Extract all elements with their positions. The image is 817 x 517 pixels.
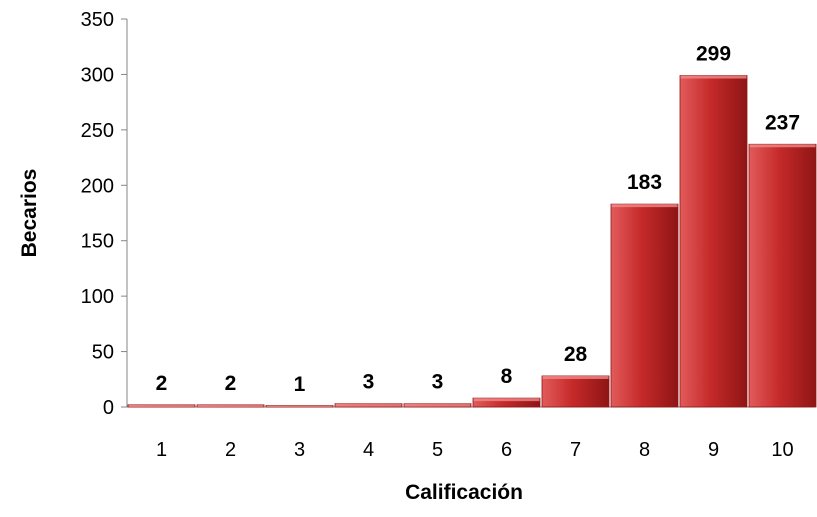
bar-highlight bbox=[611, 204, 678, 208]
y-tick-label: 150 bbox=[81, 231, 114, 253]
bar-body bbox=[679, 75, 748, 408]
y-tick-labels: 0 50 100 150 200 250 300 350 bbox=[81, 9, 114, 419]
bars bbox=[127, 75, 817, 408]
data-label: 237 bbox=[765, 111, 800, 134]
x-tick-label: 4 bbox=[363, 439, 374, 461]
bar-body bbox=[748, 143, 817, 408]
x-tick-labels: 1 2 3 4 5 6 7 8 9 10 bbox=[156, 439, 794, 461]
data-label: 2 bbox=[156, 372, 168, 395]
x-tick-label: 2 bbox=[225, 439, 236, 461]
bar bbox=[127, 404, 196, 408]
y-axis bbox=[121, 18, 128, 408]
x-tick-label: 6 bbox=[501, 439, 512, 461]
bar bbox=[610, 203, 679, 408]
x-tick-label: 9 bbox=[708, 439, 719, 461]
x-tick-label: 1 bbox=[156, 439, 167, 461]
y-tick-label: 200 bbox=[81, 175, 114, 197]
bar bbox=[196, 404, 265, 408]
bar bbox=[541, 375, 610, 408]
bar bbox=[334, 403, 403, 408]
x-tick-label: 8 bbox=[639, 439, 650, 461]
y-tick-label: 350 bbox=[81, 9, 114, 31]
data-label: 28 bbox=[564, 343, 588, 366]
bar-highlight bbox=[335, 403, 402, 407]
x-axis-title: Calificación bbox=[405, 481, 523, 504]
x-tick-label: 5 bbox=[432, 439, 443, 461]
y-axis-title: Becarios bbox=[18, 169, 41, 258]
bar bbox=[679, 75, 748, 408]
bar-highlight bbox=[680, 75, 747, 79]
bar bbox=[472, 397, 541, 408]
data-label: 3 bbox=[363, 371, 375, 394]
y-tick-label: 50 bbox=[92, 342, 114, 364]
bar-highlight bbox=[128, 404, 195, 407]
bar bbox=[403, 403, 472, 408]
data-label: 1 bbox=[294, 373, 306, 396]
y-tick-label: 300 bbox=[81, 64, 114, 86]
y-tick-label: 250 bbox=[81, 120, 114, 142]
bar bbox=[265, 405, 334, 408]
data-label: 183 bbox=[627, 171, 662, 194]
x-tick-label: 10 bbox=[771, 439, 793, 461]
bar-highlight bbox=[542, 375, 609, 379]
data-label: 8 bbox=[501, 365, 513, 388]
bar-highlight bbox=[197, 404, 264, 407]
x-tick-label: 7 bbox=[570, 439, 581, 461]
y-tick-label: 0 bbox=[103, 397, 114, 419]
data-label: 2 bbox=[225, 372, 237, 395]
bar-body bbox=[610, 203, 679, 408]
data-label: 299 bbox=[696, 43, 731, 66]
bar-highlight bbox=[404, 403, 471, 407]
bar-highlight bbox=[473, 398, 540, 402]
bar-body bbox=[541, 375, 610, 408]
data-labels: 2 2 1 3 3 8 28 183 299 237 bbox=[156, 43, 800, 396]
bar-highlight bbox=[749, 144, 816, 148]
x-tick-label: 3 bbox=[294, 439, 305, 461]
y-tick-label: 100 bbox=[81, 286, 114, 308]
bar bbox=[748, 143, 817, 408]
bar-highlight bbox=[266, 405, 333, 407]
data-label: 3 bbox=[432, 371, 444, 394]
